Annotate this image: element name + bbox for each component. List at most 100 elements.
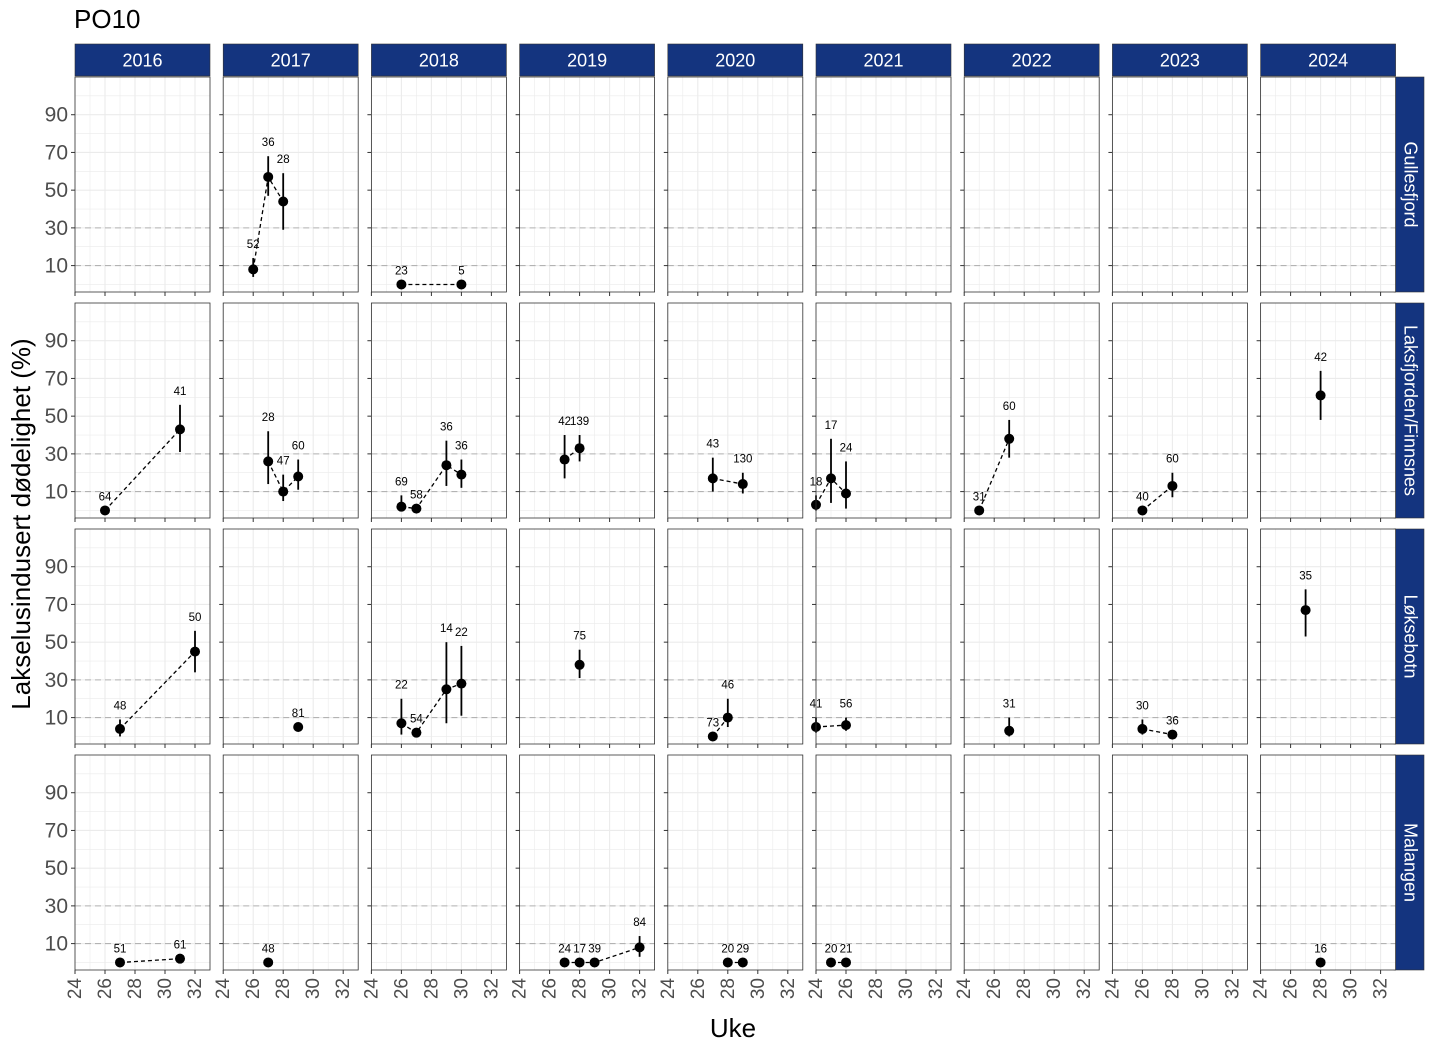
data-point [396, 279, 407, 290]
data-label: 29 [736, 943, 749, 955]
facet-panel [663, 76, 804, 296]
data-label: 24 [840, 442, 853, 454]
data-label: 17 [825, 420, 838, 432]
site-strip [1393, 754, 1425, 971]
data-point [396, 718, 407, 729]
year-strip [371, 43, 507, 77]
x-tick-label: 32 [1371, 978, 1392, 999]
panel-background [519, 529, 655, 744]
data-label: 75 [573, 631, 586, 643]
y-tick-label: 90 [45, 104, 68, 127]
panel-border [519, 754, 655, 971]
data-point [574, 659, 585, 670]
data-point [707, 473, 718, 484]
data-label: 54 [410, 714, 423, 726]
panel-background [1112, 529, 1248, 744]
y-tick-label: 10 [45, 481, 68, 504]
facet-panel: 51 61 10 30 50 70 90 24 26 28 30 32 [45, 754, 211, 999]
y-tick-label: 90 [45, 330, 68, 353]
x-tick-label: 30 [303, 978, 324, 999]
data-point [722, 712, 733, 723]
x-tick-label: 28 [421, 978, 442, 999]
panel-background [75, 77, 210, 292]
x-tick-label: 28 [1014, 978, 1035, 999]
panel-border [815, 528, 952, 745]
site-strip [1393, 302, 1425, 519]
panel-background [223, 755, 359, 970]
y-tick-label: 10 [45, 707, 68, 730]
facet-panel: 31 [960, 528, 1100, 748]
x-tick-label: 32 [778, 978, 799, 999]
data-label: 60 [1166, 454, 1179, 466]
x-tick-label: 30 [155, 978, 176, 999]
data-label: 40 [1136, 491, 1149, 503]
data-label: 28 [262, 412, 275, 424]
series-line [119, 651, 196, 730]
data-label: 17 [573, 943, 586, 955]
x-tick-label: 26 [540, 978, 561, 999]
data-label: 20 [825, 943, 838, 955]
site-strip-label: Løksebotn [1400, 594, 1420, 678]
panel-border [370, 302, 507, 519]
data-point [1137, 723, 1148, 734]
data-label: 51 [114, 943, 127, 955]
facet-panel [1256, 76, 1396, 296]
y-tick-label: 30 [45, 443, 68, 466]
panel-background [964, 529, 1100, 744]
y-tick-label: 30 [45, 895, 68, 918]
data-label: 41 [174, 386, 187, 398]
x-tick-label: 26 [836, 978, 857, 999]
panel-border [519, 302, 655, 519]
data-label: 22 [455, 627, 468, 639]
facet-panel: 31 60 [960, 302, 1100, 522]
panel-border [519, 528, 655, 745]
x-tick-label: 32 [481, 978, 502, 999]
data-point [1004, 433, 1015, 444]
data-label: 139 [570, 416, 589, 428]
data-point [456, 469, 467, 480]
series-line [978, 438, 1010, 511]
panel-border [815, 302, 952, 519]
data-point [396, 501, 407, 512]
panel-background [223, 303, 359, 518]
data-label: 56 [840, 699, 853, 711]
facet-panel: 81 [219, 528, 359, 748]
x-tick-label: 26 [984, 978, 1005, 999]
data-label: 20 [721, 943, 734, 955]
year-strip [963, 43, 1100, 77]
y-tick-label: 10 [45, 255, 68, 278]
data-label: 46 [721, 680, 734, 692]
data-label: 39 [588, 943, 601, 955]
panel-border [1112, 302, 1248, 519]
panel-border [222, 754, 359, 971]
data-point [737, 957, 748, 968]
facet-panel: 43 130 [663, 302, 804, 522]
data-point [841, 720, 851, 731]
y-tick-label: 70 [45, 367, 68, 390]
x-tick-label: 26 [243, 978, 264, 999]
data-point [559, 957, 570, 968]
facet-panel: 42 139 [515, 302, 655, 522]
data-point [1167, 480, 1178, 491]
panel-border [370, 754, 507, 971]
data-label: 31 [973, 491, 986, 503]
year-strip-label: 2021 [863, 51, 903, 71]
panel-border [667, 528, 804, 745]
panel-border [74, 528, 211, 745]
data-label: 73 [706, 717, 719, 729]
data-point [1167, 729, 1178, 740]
x-tick-label: 24 [1102, 978, 1123, 1000]
chart-title: PO10 [74, 4, 141, 34]
x-tick-label: 24 [213, 978, 234, 1000]
site-strip-label: Gullesfjord [1400, 141, 1420, 227]
panel-background [371, 529, 507, 744]
data-point [456, 279, 467, 290]
y-axis-title: Lakselusindusert dødelighet (%) [6, 338, 36, 709]
year-strip-label: 2016 [122, 51, 162, 71]
data-label: 16 [1314, 943, 1327, 955]
data-point [1315, 390, 1326, 401]
data-point [293, 722, 304, 733]
data-point [826, 957, 836, 968]
